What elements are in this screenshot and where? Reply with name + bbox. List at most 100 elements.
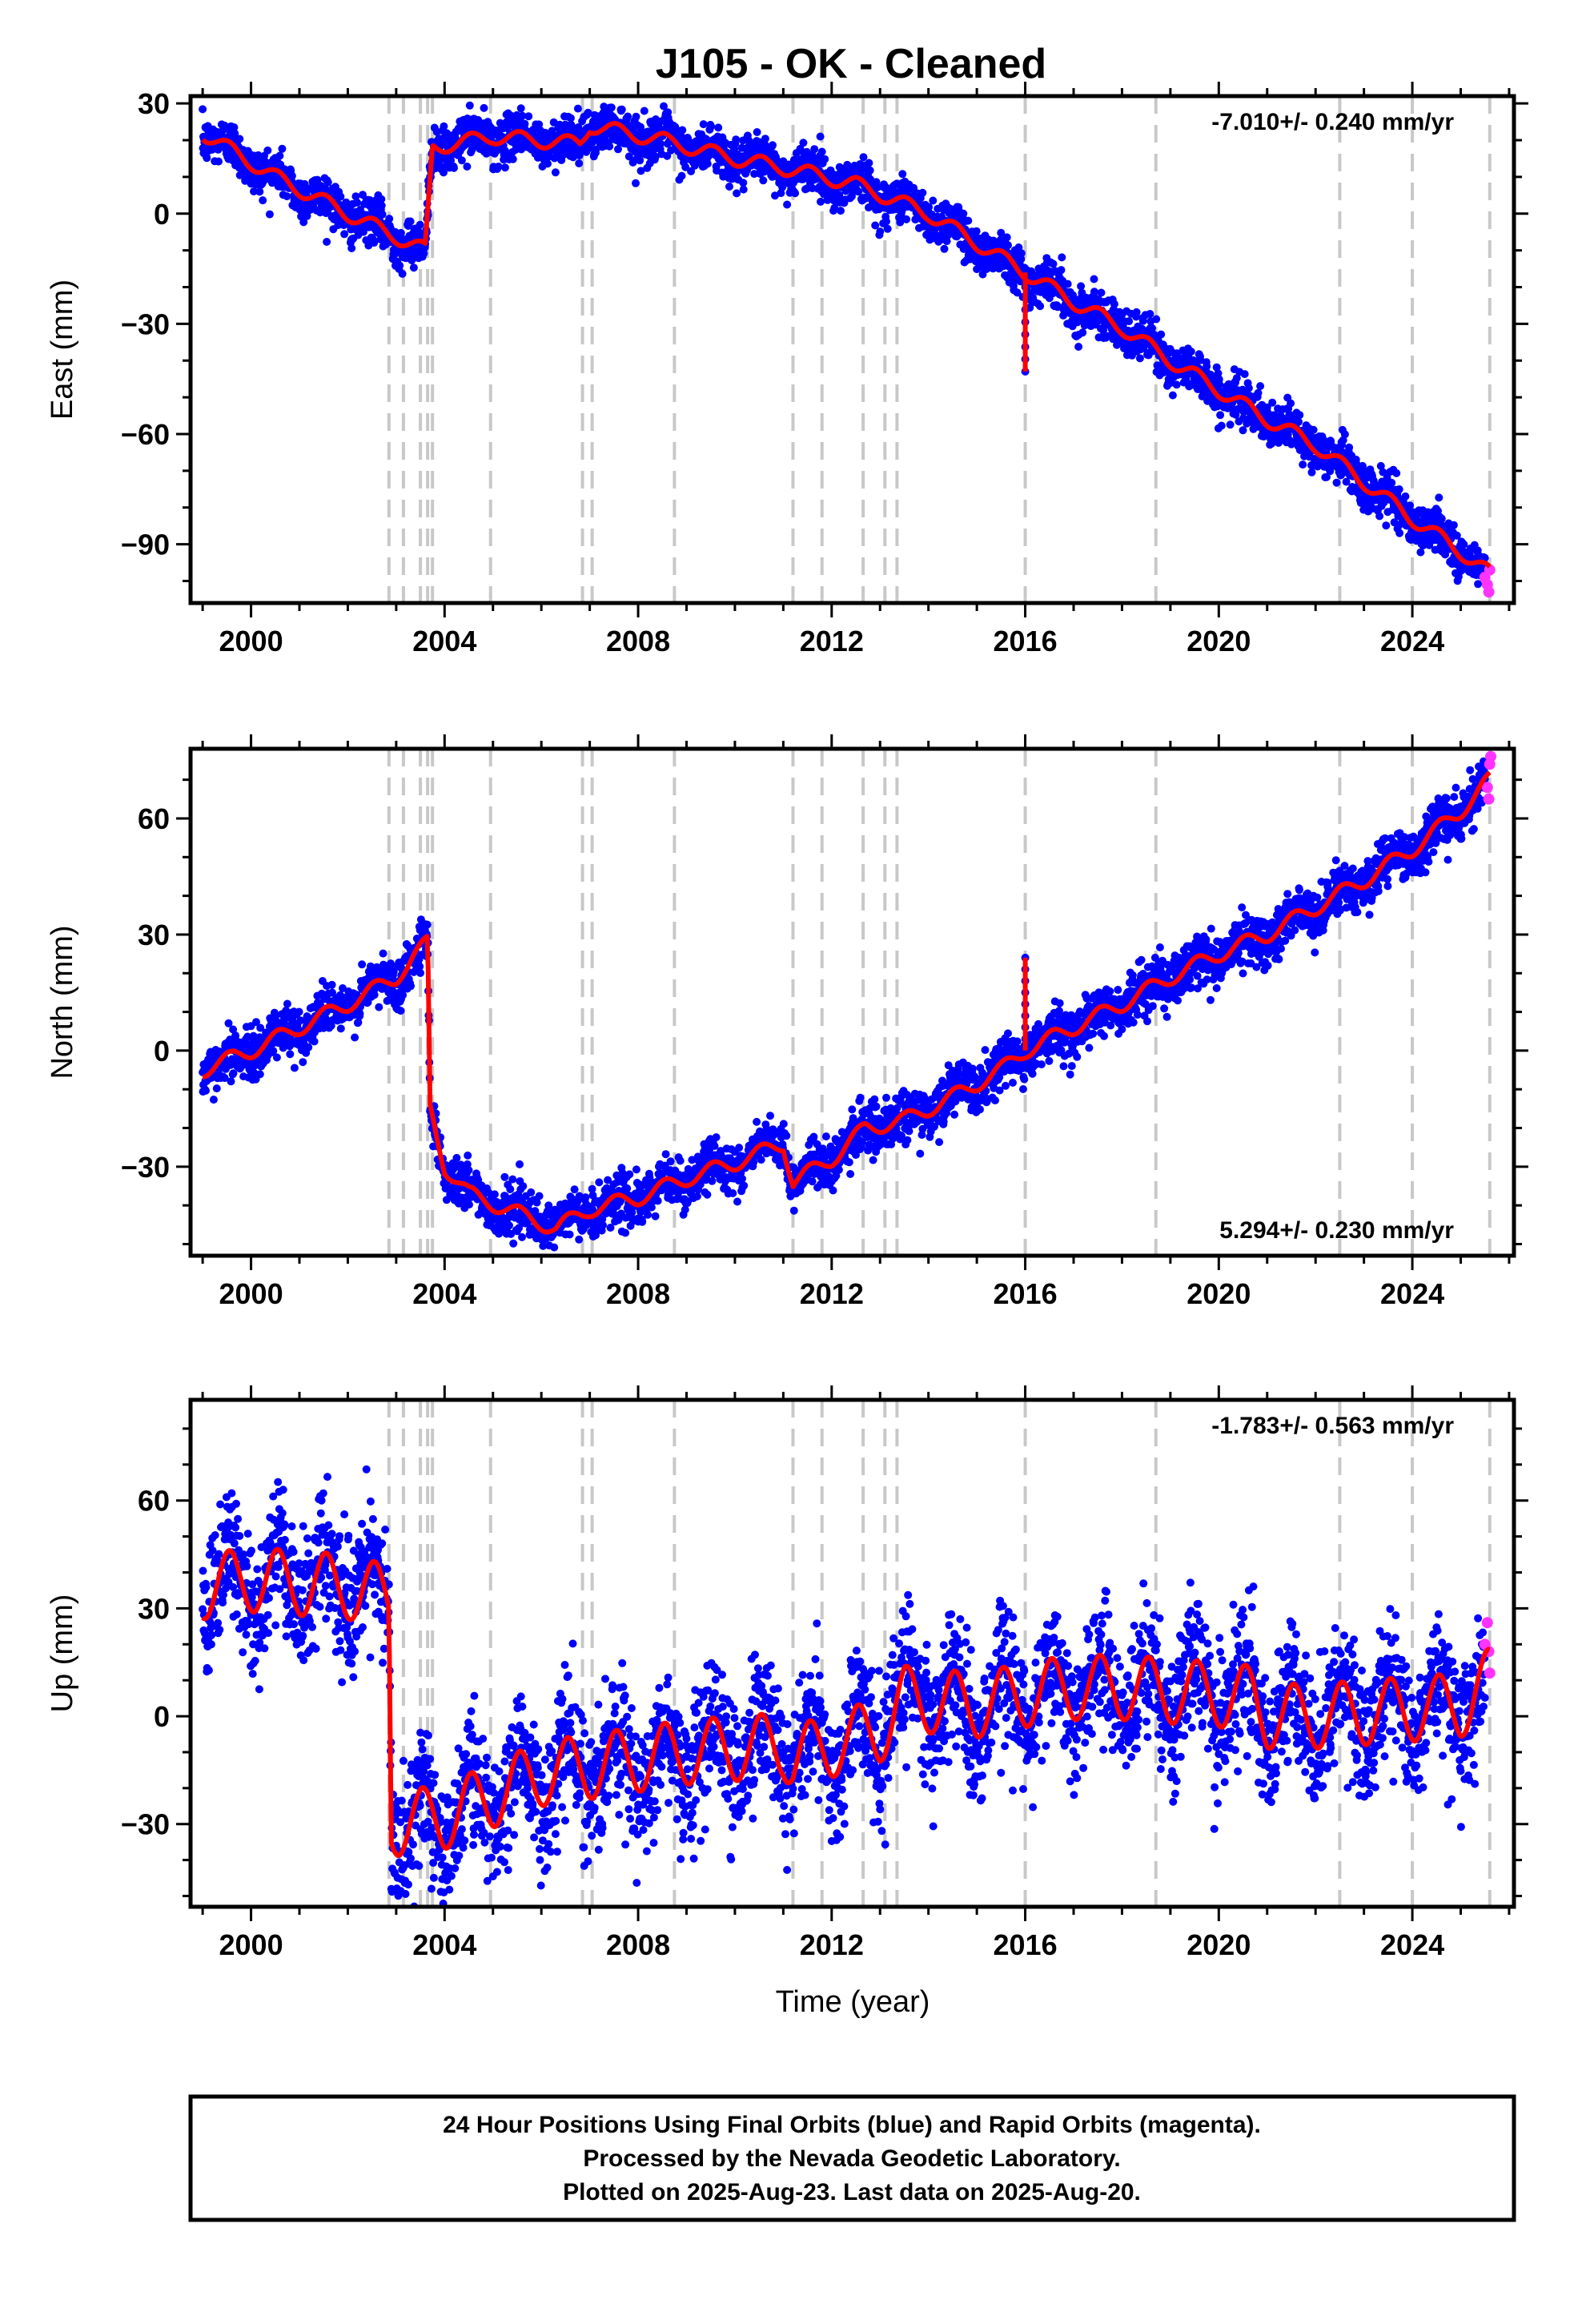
data-point — [310, 1037, 319, 1046]
data-point — [457, 156, 466, 165]
data-point — [358, 960, 367, 969]
data-point — [409, 263, 418, 272]
data-point — [396, 261, 404, 270]
data-point — [272, 1053, 281, 1062]
data-point — [617, 105, 626, 114]
data-point — [570, 1185, 579, 1194]
data-point — [607, 103, 616, 112]
data-point — [733, 189, 741, 198]
data-point — [918, 188, 927, 197]
data-point — [1036, 302, 1045, 311]
data-point — [299, 1058, 307, 1067]
data-point — [278, 144, 287, 153]
y-tick-label: 0 — [154, 198, 170, 231]
data-point — [1287, 399, 1295, 408]
data-point — [817, 147, 826, 156]
data-point — [535, 120, 544, 129]
y-tick-label: −60 — [121, 418, 170, 451]
data-point — [520, 119, 529, 128]
data-point — [1449, 521, 1458, 529]
data-point — [548, 127, 556, 135]
data-point — [423, 920, 432, 929]
data-point — [566, 114, 575, 123]
data-point — [1125, 317, 1134, 326]
panels: 2000 2004 2008 2012 2016 2020 2024300−30−60−90… — [46, 82, 1528, 1961]
data-point — [681, 163, 690, 171]
data-point — [612, 86, 620, 94]
data-point — [1090, 275, 1098, 283]
data-point — [1215, 380, 1224, 389]
data-point — [1345, 443, 1354, 452]
data-point — [761, 135, 769, 143]
data-point — [304, 1043, 313, 1051]
data-point — [940, 244, 949, 253]
data-point — [1203, 362, 1211, 371]
data-point — [518, 1232, 526, 1241]
data-point — [837, 207, 845, 215]
data-point — [468, 146, 476, 155]
y-tick-label: 30 — [138, 87, 170, 120]
data-point — [463, 163, 472, 171]
data-point — [883, 224, 892, 233]
data-point — [1375, 512, 1384, 521]
data-point — [370, 239, 379, 247]
data-point — [464, 1151, 472, 1160]
data-point — [660, 102, 668, 111]
y-tick-label: −90 — [121, 529, 170, 561]
data-point — [739, 179, 748, 187]
x-tick-label: 2020 — [1186, 625, 1251, 657]
data-point — [600, 103, 608, 111]
data-point — [1186, 348, 1195, 356]
data-point — [799, 139, 808, 147]
data-point — [259, 196, 267, 205]
data-point — [614, 145, 622, 154]
data-point — [209, 1096, 218, 1104]
x-tick-label: 2000 — [219, 625, 283, 657]
data-point — [1058, 253, 1066, 262]
data-point — [396, 1007, 405, 1015]
data-point — [524, 112, 533, 121]
data-point — [420, 249, 428, 258]
data-point — [1057, 266, 1066, 275]
data-point — [452, 1153, 461, 1162]
data-point — [1309, 425, 1318, 434]
data-point — [230, 123, 239, 131]
data-point — [283, 192, 291, 201]
data-point — [1268, 398, 1277, 407]
data-point — [353, 199, 362, 207]
data-point — [964, 216, 973, 225]
data-point — [1152, 315, 1161, 324]
data-point — [1392, 468, 1401, 477]
data-point — [1217, 421, 1226, 430]
data-point — [1216, 411, 1225, 420]
data-point — [378, 210, 387, 219]
data-point — [465, 1200, 473, 1209]
data-point — [959, 209, 968, 218]
final-orbit-points — [199, 86, 1496, 598]
data-point — [1401, 492, 1410, 501]
data-point — [882, 217, 890, 226]
x-tick-label: 2012 — [800, 625, 864, 657]
data-point — [636, 167, 645, 175]
data-point — [1340, 430, 1349, 439]
data-point — [1146, 310, 1154, 318]
data-point — [351, 1033, 359, 1042]
data-point — [509, 1239, 518, 1248]
data-point — [699, 120, 708, 129]
data-point — [299, 218, 308, 227]
data-point — [551, 168, 560, 177]
data-point — [636, 156, 644, 165]
data-point — [379, 949, 387, 958]
data-point — [212, 1084, 221, 1093]
data-point — [1090, 287, 1098, 296]
data-point — [678, 126, 687, 135]
data-point — [450, 163, 458, 172]
data-point — [229, 1069, 238, 1078]
data-point — [1387, 478, 1396, 487]
y-tick-label: −30 — [121, 308, 170, 340]
x-tick-label: 2016 — [994, 625, 1058, 657]
data-point — [1226, 420, 1235, 429]
data-point — [416, 969, 425, 977]
rapid-orbit-point — [1483, 586, 1495, 598]
